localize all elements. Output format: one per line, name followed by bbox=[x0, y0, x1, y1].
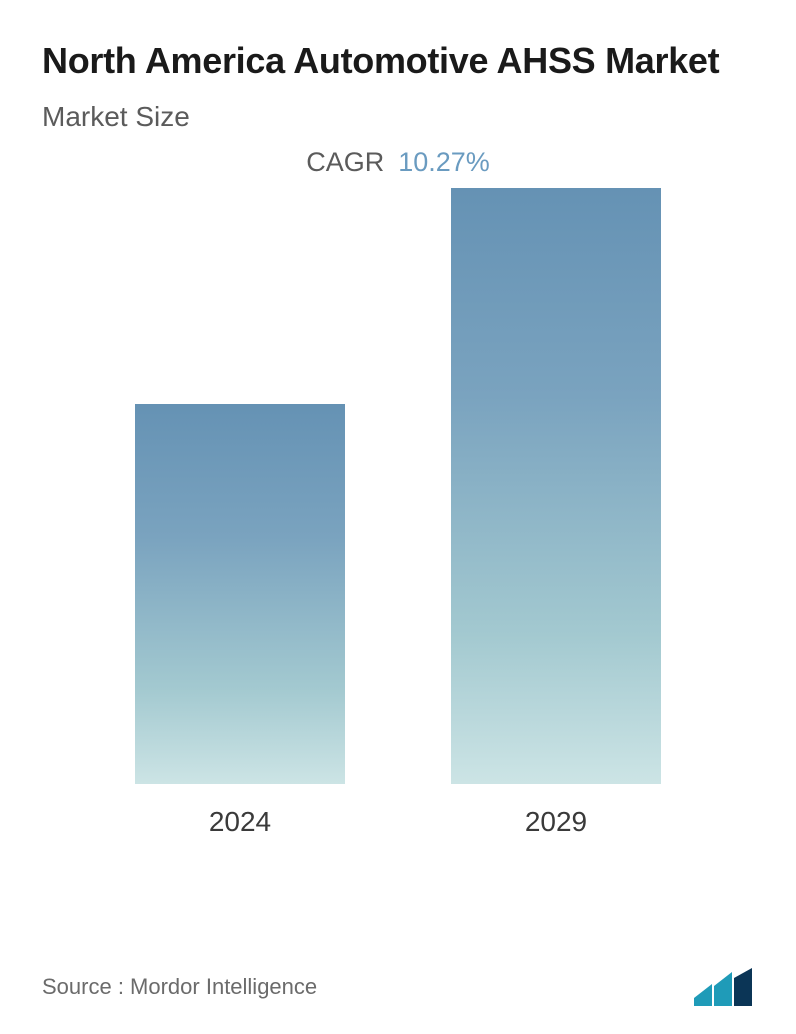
bar-2024 bbox=[135, 404, 345, 784]
source-text: Source : Mordor Intelligence bbox=[42, 974, 317, 1000]
bar-chart: 2024 2029 bbox=[42, 208, 754, 838]
bar-group-2024: 2024 bbox=[130, 404, 350, 838]
cagr-label: CAGR bbox=[306, 147, 384, 177]
bars-container: 2024 2029 bbox=[42, 208, 754, 838]
bar-label-2029: 2029 bbox=[525, 806, 587, 838]
chart-subtitle: Market Size bbox=[42, 101, 754, 133]
bar-group-2029: 2029 bbox=[446, 188, 666, 838]
bar-label-2024: 2024 bbox=[209, 806, 271, 838]
bar-2029 bbox=[451, 188, 661, 784]
cagr-value: 10.27% bbox=[398, 147, 490, 177]
footer: Source : Mordor Intelligence bbox=[42, 968, 754, 1006]
cagr-row: CAGR 10.27% bbox=[42, 147, 754, 178]
logo-icon bbox=[694, 968, 754, 1006]
chart-title: North America Automotive AHSS Market bbox=[42, 38, 754, 83]
brand-logo bbox=[694, 968, 754, 1006]
